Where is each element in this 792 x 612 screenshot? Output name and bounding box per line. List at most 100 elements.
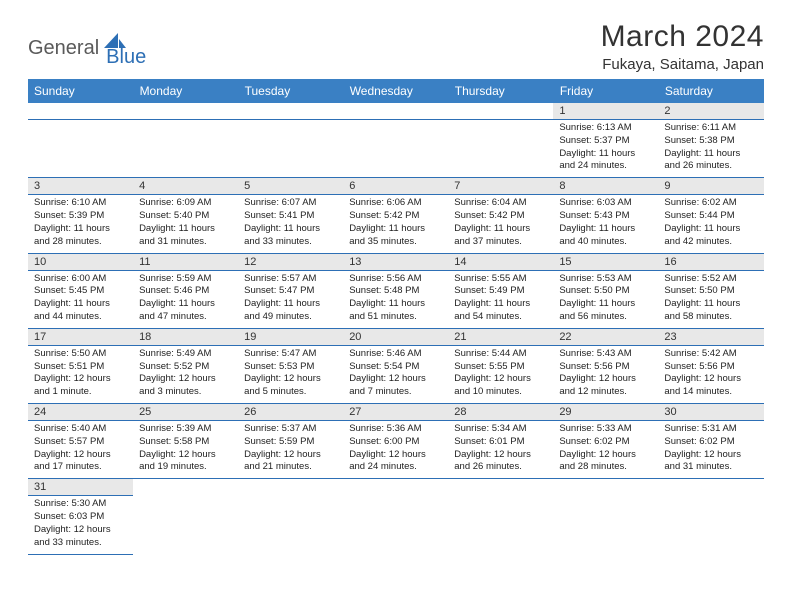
sunrise-line: Sunrise: 6:04 AM — [454, 197, 547, 210]
day-info-cell: Sunrise: 6:04 AMSunset: 5:42 PMDaylight:… — [448, 195, 553, 253]
day-number-cell: 27 — [343, 404, 448, 421]
daylight-line: Daylight: 12 hours and 31 minutes. — [664, 449, 757, 475]
sunrise-line: Sunrise: 5:31 AM — [664, 423, 757, 436]
sunset-line: Sunset: 5:57 PM — [34, 436, 127, 449]
sunset-line: Sunset: 5:39 PM — [34, 210, 127, 223]
page-title: March 2024 — [601, 20, 764, 54]
day-number-cell: 20 — [343, 328, 448, 345]
daylight-line: Daylight: 11 hours and 49 minutes. — [244, 298, 337, 324]
day-number-cell: 8 — [553, 178, 658, 195]
day-number-cell — [28, 103, 133, 120]
day-info-cell: Sunrise: 6:02 AMSunset: 5:44 PMDaylight:… — [658, 195, 763, 253]
day-info-row: Sunrise: 5:50 AMSunset: 5:51 PMDaylight:… — [28, 345, 764, 403]
day-header: Saturday — [658, 79, 763, 103]
day-number-cell: 10 — [28, 253, 133, 270]
day-number-cell: 26 — [238, 404, 343, 421]
daylight-line: Daylight: 11 hours and 44 minutes. — [34, 298, 127, 324]
sunset-line: Sunset: 5:53 PM — [244, 361, 337, 374]
sunset-line: Sunset: 5:49 PM — [454, 285, 547, 298]
day-number-cell — [658, 479, 763, 496]
sunset-line: Sunset: 5:50 PM — [559, 285, 652, 298]
sunrise-line: Sunrise: 5:57 AM — [244, 273, 337, 286]
day-number-row: 31 — [28, 479, 764, 496]
sunset-line: Sunset: 5:52 PM — [139, 361, 232, 374]
sunrise-line: Sunrise: 6:06 AM — [349, 197, 442, 210]
daylight-line: Daylight: 12 hours and 17 minutes. — [34, 449, 127, 475]
day-number-cell — [448, 479, 553, 496]
day-info-cell: Sunrise: 5:55 AMSunset: 5:49 PMDaylight:… — [448, 270, 553, 328]
daylight-line: Daylight: 11 hours and 58 minutes. — [664, 298, 757, 324]
daylight-line: Daylight: 12 hours and 28 minutes. — [559, 449, 652, 475]
daylight-line: Daylight: 12 hours and 24 minutes. — [349, 449, 442, 475]
sunset-line: Sunset: 5:56 PM — [664, 361, 757, 374]
day-number-cell: 11 — [133, 253, 238, 270]
day-number-cell: 12 — [238, 253, 343, 270]
day-info-cell — [133, 496, 238, 554]
sunrise-line: Sunrise: 6:03 AM — [559, 197, 652, 210]
day-info-cell: Sunrise: 5:43 AMSunset: 5:56 PMDaylight:… — [553, 345, 658, 403]
day-info-cell: Sunrise: 5:46 AMSunset: 5:54 PMDaylight:… — [343, 345, 448, 403]
day-info-cell — [28, 120, 133, 178]
day-number-cell: 17 — [28, 328, 133, 345]
day-info-cell: Sunrise: 5:42 AMSunset: 5:56 PMDaylight:… — [658, 345, 763, 403]
sunrise-line: Sunrise: 6:13 AM — [559, 122, 652, 135]
daylight-line: Daylight: 12 hours and 12 minutes. — [559, 373, 652, 399]
daylight-line: Daylight: 11 hours and 33 minutes. — [244, 223, 337, 249]
day-number-cell: 5 — [238, 178, 343, 195]
daylight-line: Daylight: 11 hours and 56 minutes. — [559, 298, 652, 324]
day-info-cell — [238, 120, 343, 178]
day-info-cell: Sunrise: 5:33 AMSunset: 6:02 PMDaylight:… — [553, 421, 658, 479]
day-info-cell: Sunrise: 5:36 AMSunset: 6:00 PMDaylight:… — [343, 421, 448, 479]
day-info-cell — [238, 496, 343, 554]
sunrise-line: Sunrise: 5:40 AM — [34, 423, 127, 436]
sunset-line: Sunset: 6:00 PM — [349, 436, 442, 449]
sunrise-line: Sunrise: 5:46 AM — [349, 348, 442, 361]
day-info-cell: Sunrise: 5:49 AMSunset: 5:52 PMDaylight:… — [133, 345, 238, 403]
day-info-cell: Sunrise: 5:47 AMSunset: 5:53 PMDaylight:… — [238, 345, 343, 403]
day-number-cell: 19 — [238, 328, 343, 345]
day-number-cell: 22 — [553, 328, 658, 345]
day-number-cell: 15 — [553, 253, 658, 270]
daylight-line: Daylight: 11 hours and 35 minutes. — [349, 223, 442, 249]
day-number-row: 17181920212223 — [28, 328, 764, 345]
day-header: Tuesday — [238, 79, 343, 103]
day-number-cell — [343, 479, 448, 496]
day-info-cell: Sunrise: 5:34 AMSunset: 6:01 PMDaylight:… — [448, 421, 553, 479]
logo-text-blue: Blue — [106, 46, 146, 69]
sunrise-line: Sunrise: 5:47 AM — [244, 348, 337, 361]
day-info-cell: Sunrise: 5:50 AMSunset: 5:51 PMDaylight:… — [28, 345, 133, 403]
sunset-line: Sunset: 6:02 PM — [559, 436, 652, 449]
sunrise-line: Sunrise: 5:56 AM — [349, 273, 442, 286]
day-number-cell — [133, 103, 238, 120]
day-info-cell: Sunrise: 5:56 AMSunset: 5:48 PMDaylight:… — [343, 270, 448, 328]
sunset-line: Sunset: 5:46 PM — [139, 285, 232, 298]
day-info-cell: Sunrise: 5:30 AMSunset: 6:03 PMDaylight:… — [28, 496, 133, 554]
sunrise-line: Sunrise: 5:59 AM — [139, 273, 232, 286]
sunrise-line: Sunrise: 5:42 AM — [664, 348, 757, 361]
sunrise-line: Sunrise: 5:55 AM — [454, 273, 547, 286]
sunset-line: Sunset: 5:40 PM — [139, 210, 232, 223]
day-number-cell: 7 — [448, 178, 553, 195]
day-info-cell: Sunrise: 5:52 AMSunset: 5:50 PMDaylight:… — [658, 270, 763, 328]
day-header: Sunday — [28, 79, 133, 103]
day-header: Thursday — [448, 79, 553, 103]
sunrise-line: Sunrise: 5:52 AM — [664, 273, 757, 286]
daylight-line: Daylight: 11 hours and 54 minutes. — [454, 298, 547, 324]
sunset-line: Sunset: 5:41 PM — [244, 210, 337, 223]
day-info-cell: Sunrise: 6:06 AMSunset: 5:42 PMDaylight:… — [343, 195, 448, 253]
daylight-line: Daylight: 12 hours and 7 minutes. — [349, 373, 442, 399]
day-number-cell: 9 — [658, 178, 763, 195]
day-info-row: Sunrise: 6:10 AMSunset: 5:39 PMDaylight:… — [28, 195, 764, 253]
day-info-row: Sunrise: 5:30 AMSunset: 6:03 PMDaylight:… — [28, 496, 764, 554]
day-info-cell: Sunrise: 5:37 AMSunset: 5:59 PMDaylight:… — [238, 421, 343, 479]
day-number-cell — [238, 103, 343, 120]
day-info-cell: Sunrise: 5:57 AMSunset: 5:47 PMDaylight:… — [238, 270, 343, 328]
sunset-line: Sunset: 5:55 PM — [454, 361, 547, 374]
sunset-line: Sunset: 5:45 PM — [34, 285, 127, 298]
day-number-row: 3456789 — [28, 178, 764, 195]
day-number-cell: 31 — [28, 479, 133, 496]
daylight-line: Daylight: 11 hours and 28 minutes. — [34, 223, 127, 249]
day-info-cell — [658, 496, 763, 554]
daylight-line: Daylight: 12 hours and 21 minutes. — [244, 449, 337, 475]
day-number-cell: 24 — [28, 404, 133, 421]
